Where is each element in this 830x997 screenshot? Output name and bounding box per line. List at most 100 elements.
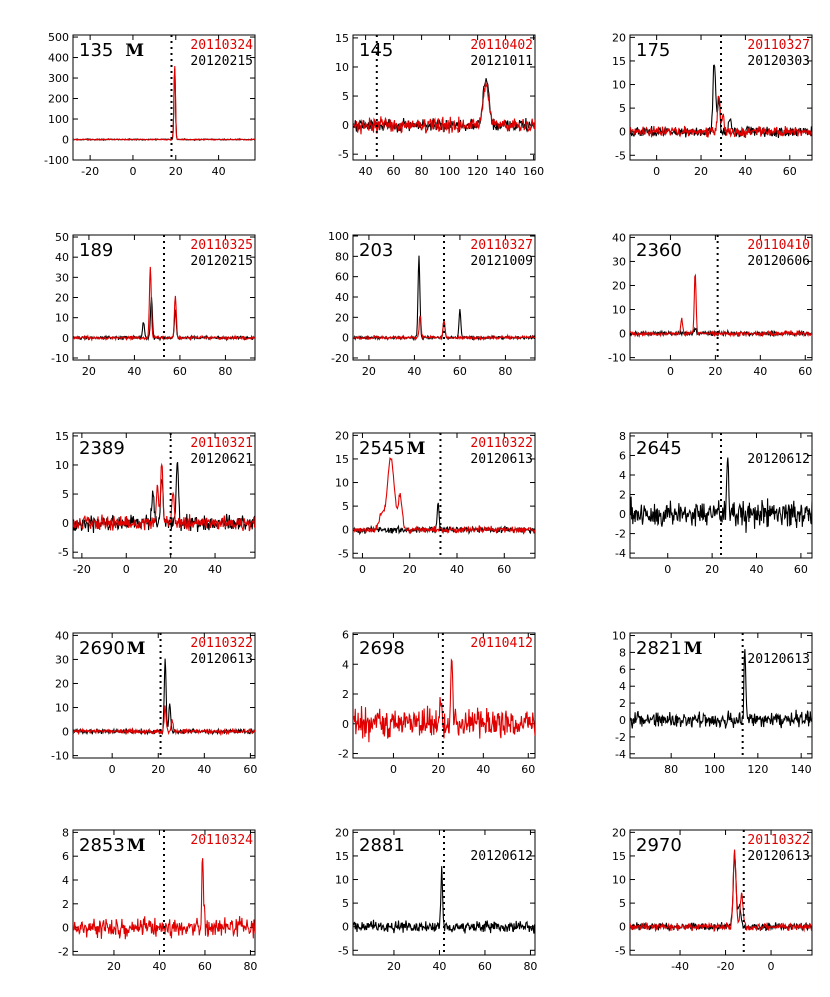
x-tick-label: 20 [151, 763, 165, 776]
panel-135: -20 0 20 40 -100 0 100 200 300 400 500 135 M 20110324… [44, 31, 256, 178]
y-tick-label: -4 [615, 547, 626, 560]
x-tick-label: 0 [768, 960, 775, 973]
observation-date: 20120215 [190, 54, 253, 69]
y-tick-label: -5 [338, 944, 349, 957]
traces [630, 649, 812, 729]
spectrum-line-red [353, 81, 535, 135]
source-id: 2645 [636, 438, 682, 459]
traces [353, 866, 535, 934]
x-tick-label: 60 [198, 960, 212, 973]
x-tick-label: 0 [390, 763, 397, 776]
observation-date: 20110327 [747, 38, 810, 53]
y-tick-label: 0 [619, 328, 626, 341]
x-tick-label: 60 [173, 365, 187, 378]
x-tick-label: 40 [152, 960, 166, 973]
y-tick-label: 200 [48, 93, 69, 106]
x-tick-label: 100 [439, 165, 460, 178]
y-tick-label: 60 [335, 271, 349, 284]
y-tick-label: 80 [335, 250, 349, 263]
x-tick-label: 40 [212, 165, 226, 178]
spectrum-line-red [353, 457, 535, 535]
y-tick-label: 6 [342, 628, 349, 641]
x-tick-label: 0 [109, 763, 116, 776]
traces [630, 273, 812, 338]
spectrum-line-black [630, 457, 812, 533]
x-tick-label: 40 [407, 365, 421, 378]
observation-date: 20120613 [747, 849, 810, 864]
spectrum-line-black [73, 296, 255, 342]
y-tick-label: 4 [342, 658, 349, 671]
traces [73, 658, 255, 737]
x-tick-label: 40 [450, 563, 464, 576]
traces [73, 462, 255, 534]
plot-frame [352, 34, 536, 161]
y-tick-label: 0 [342, 524, 349, 537]
x-tick-label: 80 [415, 165, 429, 178]
panel-2698: 0 20 40 60 -2 0 2 4 6 2698 20110412 [338, 628, 536, 776]
source-id: 135 [79, 40, 113, 61]
x-tick-label: 80 [243, 960, 257, 973]
y-tick-label: 8 [619, 430, 626, 443]
y-tick-label: 100 [48, 113, 69, 126]
y-tick-label: -5 [338, 148, 349, 161]
x-tick-label: 40 [432, 960, 446, 973]
traces [630, 457, 812, 533]
y-tick-label: 10 [55, 459, 69, 472]
y-tick-label: -5 [58, 546, 69, 559]
source-id: 175 [636, 40, 670, 61]
y-tick-label: 5 [62, 488, 69, 501]
y-tick-label: 10 [612, 304, 626, 317]
y-tick-label: 8 [619, 646, 626, 659]
x-tick-label: 20 [387, 960, 401, 973]
observation-date: 20120621 [190, 452, 253, 467]
panel-189: 20 40 60 80 -10 0 10 20 30 40 50 189 201103252012021… [51, 231, 256, 378]
spectrum-line-black [630, 649, 812, 729]
y-tick-label: 10 [335, 477, 349, 490]
x-tick-label: 120 [747, 763, 768, 776]
y-tick-label: 10 [612, 79, 626, 92]
observation-date: 20110322 [747, 833, 810, 848]
plot-frame [629, 632, 813, 759]
y-tick-label: 10 [612, 630, 626, 643]
x-tick-label: 60 [478, 960, 492, 973]
observation-date: 20120606 [747, 254, 810, 269]
y-tick-label: -2 [615, 528, 626, 541]
observation-date: 20120612 [747, 452, 810, 467]
y-tick-label: 0 [619, 714, 626, 727]
x-tick-label: 60 [783, 165, 797, 178]
y-tick-label: 300 [48, 72, 69, 85]
y-tick-label: 30 [55, 271, 69, 284]
source-id: 2881 [359, 835, 405, 856]
observation-date: 20110324 [190, 833, 253, 848]
y-tick-label: 0 [342, 921, 349, 934]
x-tick-label: 60 [243, 763, 257, 776]
y-tick-label: 4 [619, 680, 626, 693]
observation-date: 20121011 [470, 54, 533, 69]
x-tick-label: 80 [218, 365, 232, 378]
maser-flag: M [127, 836, 146, 856]
source-id: 2389 [79, 438, 125, 459]
x-tick-label: 0 [123, 563, 130, 576]
y-tick-label: -5 [338, 547, 349, 560]
y-tick-label: 0 [62, 922, 69, 935]
x-tick-label: 140 [495, 165, 516, 178]
x-tick-label: 100 [704, 763, 725, 776]
y-tick-label: -10 [51, 750, 69, 763]
y-tick-label: 0 [342, 718, 349, 731]
y-tick-label: 10 [335, 874, 349, 887]
y-tick-label: 2 [619, 489, 626, 502]
y-tick-label: 50 [55, 231, 69, 244]
y-tick-label: 0 [619, 126, 626, 139]
x-tick-label: -20 [73, 563, 91, 576]
y-tick-label: 4 [619, 469, 626, 482]
observation-date: 20120612 [470, 849, 533, 864]
y-tick-label: 40 [55, 251, 69, 264]
y-tick-label: 0 [342, 332, 349, 345]
plot-frame [72, 632, 256, 759]
y-tick-label: 20 [612, 826, 626, 839]
panel-2881: 20 40 60 80 -5 0 5 10 15 20 2881 20120612 [335, 826, 537, 973]
observation-date: 20110327 [470, 238, 533, 253]
